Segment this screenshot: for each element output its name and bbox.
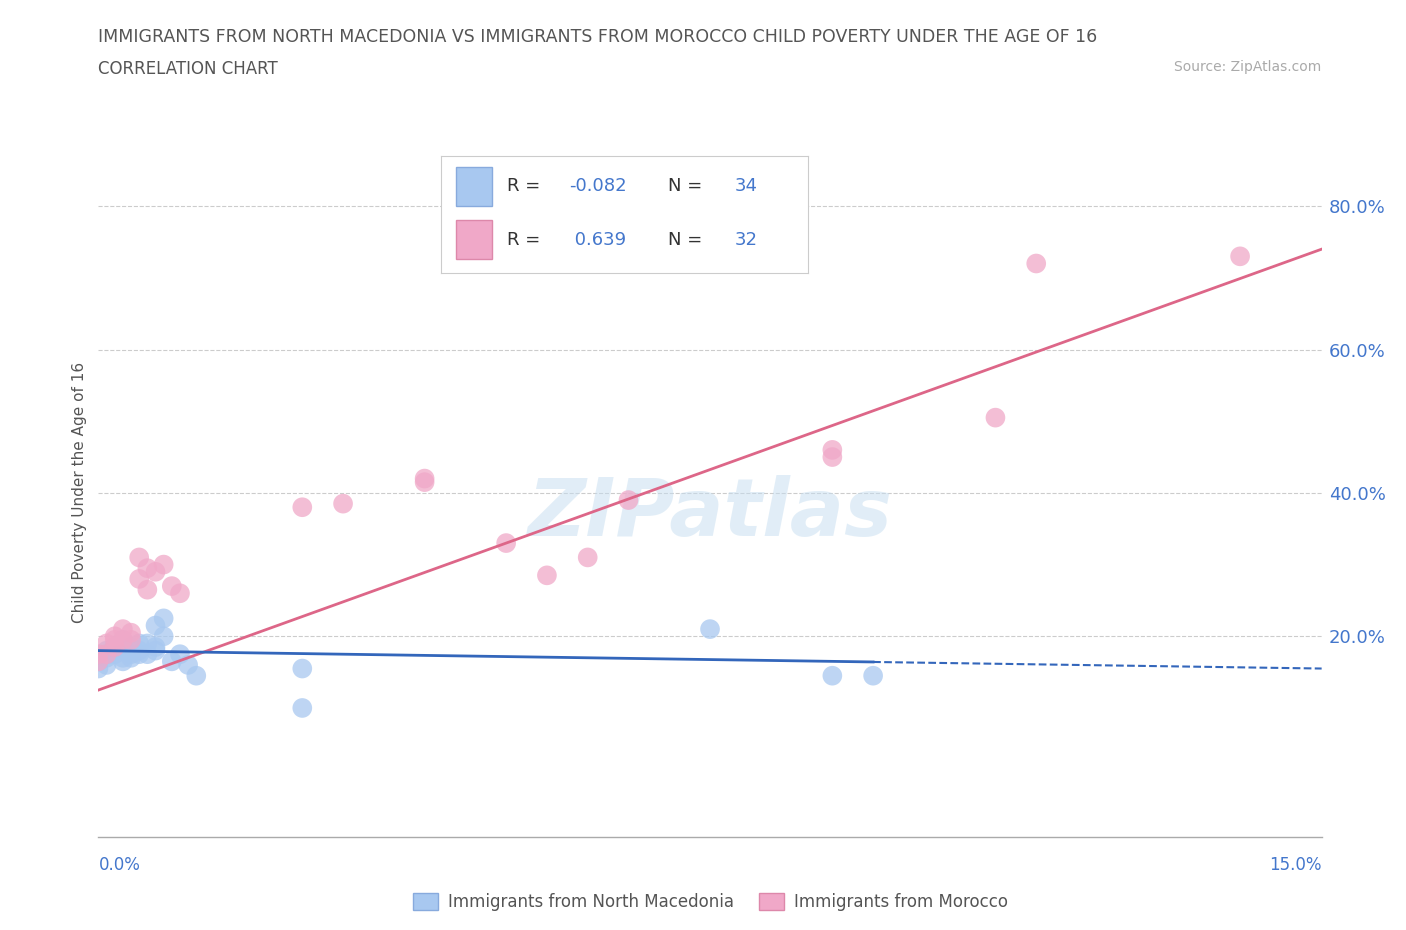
Point: [576, 550, 599, 565]
Point: [104, 629, 127, 644]
Point: [291, 661, 314, 676]
Text: Source: ZipAtlas.com: Source: ZipAtlas.com: [1174, 60, 1322, 74]
Point: [699, 621, 721, 636]
Point: [332, 497, 354, 512]
Text: 15.0%: 15.0%: [1270, 856, 1322, 873]
Point: [111, 632, 134, 647]
Point: [104, 640, 127, 655]
Point: [96, 646, 118, 661]
Point: [87, 654, 110, 669]
Point: [96, 646, 118, 661]
Y-axis label: Child Poverty Under the Age of 16: Child Poverty Under the Age of 16: [72, 363, 87, 623]
Point: [160, 654, 183, 669]
Point: [87, 661, 110, 676]
Point: [111, 632, 134, 647]
Point: [136, 561, 159, 576]
Point: [104, 640, 127, 655]
Point: [136, 646, 159, 661]
Point: [104, 632, 127, 647]
Point: [413, 474, 436, 489]
Point: [87, 646, 110, 661]
Point: [821, 443, 844, 458]
Point: [96, 650, 118, 665]
Point: [104, 646, 127, 661]
Point: [120, 632, 142, 647]
Point: [821, 669, 844, 684]
Point: [145, 640, 167, 655]
Text: 0.0%: 0.0%: [98, 856, 141, 873]
Point: [120, 650, 142, 665]
Point: [128, 636, 150, 651]
Point: [821, 449, 844, 464]
Point: [1025, 256, 1047, 271]
Point: [128, 550, 150, 565]
Point: [111, 654, 134, 669]
Text: ZIPatlas: ZIPatlas: [527, 474, 893, 552]
Point: [120, 640, 142, 655]
Point: [128, 646, 150, 661]
Point: [111, 650, 134, 665]
Point: [160, 578, 183, 593]
Point: [186, 669, 208, 684]
Point: [87, 654, 110, 669]
Point: [617, 493, 640, 508]
Point: [536, 568, 558, 583]
Point: [291, 700, 314, 715]
Point: [136, 636, 159, 651]
Legend: Immigrants from North Macedonia, Immigrants from Morocco: Immigrants from North Macedonia, Immigra…: [406, 886, 1014, 918]
Point: [145, 618, 167, 633]
Point: [120, 646, 142, 661]
Point: [120, 625, 142, 640]
Text: IMMIGRANTS FROM NORTH MACEDONIA VS IMMIGRANTS FROM MOROCCO CHILD POVERTY UNDER T: IMMIGRANTS FROM NORTH MACEDONIA VS IMMIG…: [98, 28, 1098, 46]
Point: [862, 669, 884, 684]
Point: [152, 611, 174, 626]
Point: [152, 629, 174, 644]
Point: [1229, 249, 1251, 264]
Point: [177, 658, 200, 672]
Point: [145, 565, 167, 579]
Point: [96, 644, 118, 658]
Point: [111, 621, 134, 636]
Point: [128, 571, 150, 587]
Point: [145, 644, 167, 658]
Point: [96, 658, 118, 672]
Point: [291, 499, 314, 514]
Point: [495, 536, 517, 551]
Point: [152, 557, 174, 572]
Point: [169, 646, 191, 661]
Point: [128, 644, 150, 658]
Text: CORRELATION CHART: CORRELATION CHART: [98, 60, 278, 78]
Point: [104, 644, 127, 658]
Point: [136, 582, 159, 597]
Point: [96, 636, 118, 651]
Point: [169, 586, 191, 601]
Point: [413, 472, 436, 486]
Point: [984, 410, 1007, 425]
